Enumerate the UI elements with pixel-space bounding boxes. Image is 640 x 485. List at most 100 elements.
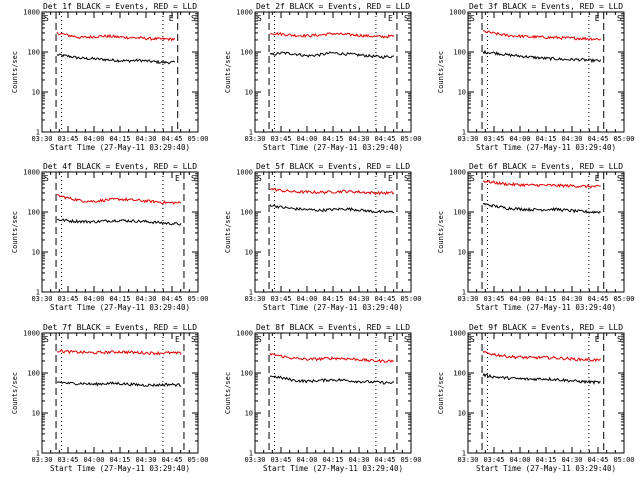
- lld-series-line: [269, 352, 395, 364]
- panel-title: Det 5f BLACK = Events, RED = LLD: [256, 162, 410, 171]
- x-tick-label: 03:45: [57, 295, 78, 303]
- x-tick-label: 04:00: [296, 295, 317, 303]
- x-tick-label: 03:45: [57, 135, 78, 143]
- x-tick-label: 04:00: [83, 295, 104, 303]
- x-tick-label: 04:00: [296, 135, 317, 143]
- panel-det-9: Det 9f BLACK = Events, RED = LLD 1 10 100 10…: [437, 323, 635, 473]
- x-tick-label: 04:30: [135, 135, 156, 143]
- y-tick-label: 10: [245, 89, 253, 97]
- panel-det-5: Det 5f BLACK = Events, RED = LLD 1 10 100 10…: [224, 162, 422, 312]
- marker-s-right: S: [191, 14, 196, 23]
- y-tick-label: 1: [249, 450, 253, 458]
- axes-frame: [467, 332, 625, 454]
- x-axis-label: Start Time (27-May-11 03:29:40): [476, 303, 616, 312]
- x-tick-label: 03:45: [483, 456, 504, 464]
- x-tick-label: 03:30: [457, 456, 478, 464]
- x-tick-label: 05:00: [400, 295, 421, 303]
- marker-s-left: S: [44, 335, 49, 344]
- x-tick-label: 05:00: [613, 456, 634, 464]
- marker-e: E: [175, 174, 180, 183]
- x-tick-label: 03:45: [270, 456, 291, 464]
- x-tick-label: 04:15: [322, 135, 343, 143]
- y-tick-label: 10: [245, 249, 253, 257]
- x-tick-label: 04:45: [374, 295, 395, 303]
- panel-title: Det 7f BLACK = Events, RED = LLD: [43, 323, 197, 332]
- lld-series-line: [56, 31, 176, 42]
- lld-series-line: [56, 349, 182, 356]
- x-axis-label: Start Time (27-May-11 03:29:40): [50, 143, 190, 152]
- marker-s-left: S: [257, 174, 262, 183]
- marker-s-left: S: [257, 335, 262, 344]
- x-tick-label: 04:30: [561, 135, 582, 143]
- y-tick-label: 1000: [236, 330, 253, 338]
- y-axis-label: Counts/sec: [11, 211, 19, 253]
- panel-title: Det 1f BLACK = Events, RED = LLD: [43, 2, 197, 11]
- lld-series-line: [269, 31, 395, 39]
- panel-det-1: Det 1f BLACK = Events, RED = LLD 1 10 100 10…: [11, 2, 209, 152]
- marker-s-right: S: [617, 14, 622, 23]
- x-tick-label: 04:30: [135, 456, 156, 464]
- y-axis-label: Counts/sec: [11, 51, 19, 93]
- y-tick-label: 100: [240, 49, 253, 57]
- y-tick-label: 1000: [236, 9, 253, 17]
- x-tick-label: 03:30: [457, 135, 478, 143]
- x-tick-label: 03:45: [270, 135, 291, 143]
- x-axis-label: Start Time (27-May-11 03:29:40): [476, 464, 616, 473]
- x-axis-label: Start Time (27-May-11 03:29:40): [263, 303, 403, 312]
- marker-e: E: [595, 174, 600, 183]
- x-tick-label: 04:45: [161, 456, 182, 464]
- lld-series-line: [483, 30, 602, 41]
- x-axis-label: Start Time (27-May-11 03:29:40): [50, 464, 190, 473]
- x-tick-label: 04:30: [135, 295, 156, 303]
- y-axis-label: Counts/sec: [224, 372, 232, 414]
- events-series-line: [269, 375, 395, 385]
- marker-s-left: S: [44, 174, 49, 183]
- marker-s-right: S: [617, 335, 622, 344]
- lld-series-line: [56, 193, 182, 205]
- x-tick-label: 04:15: [109, 135, 130, 143]
- axes-frame: [41, 11, 199, 133]
- y-tick-label: 100: [453, 49, 466, 57]
- x-axis-label: Start Time (27-May-11 03:29:40): [263, 464, 403, 473]
- events-series-line: [56, 53, 176, 65]
- x-tick-label: 05:00: [613, 295, 634, 303]
- marker-s-right: S: [191, 335, 196, 344]
- events-series-line: [56, 381, 182, 388]
- x-tick-label: 04:30: [561, 456, 582, 464]
- marker-s-left: S: [470, 335, 475, 344]
- y-tick-label: 1000: [449, 9, 466, 17]
- x-axis-label: Start Time (27-May-11 03:29:40): [263, 143, 403, 152]
- x-tick-label: 03:30: [31, 295, 52, 303]
- y-axis-label: Counts/sec: [224, 211, 232, 253]
- y-tick-label: 100: [240, 370, 253, 378]
- x-tick-label: 03:30: [244, 295, 265, 303]
- x-tick-label: 04:15: [322, 295, 343, 303]
- axes-frame: [41, 171, 199, 293]
- x-tick-label: 04:00: [83, 456, 104, 464]
- marker-s-left: S: [257, 14, 262, 23]
- panel-det-7: Det 7f BLACK = Events, RED = LLD 1 10 100 10…: [11, 323, 209, 473]
- y-tick-label: 100: [240, 209, 253, 217]
- x-tick-label: 04:45: [161, 295, 182, 303]
- y-tick-label: 1000: [23, 330, 40, 338]
- events-series-line: [269, 204, 395, 214]
- y-tick-label: 1000: [236, 169, 253, 177]
- x-tick-label: 04:45: [161, 135, 182, 143]
- marker-e: E: [388, 174, 393, 183]
- x-tick-label: 05:00: [187, 295, 208, 303]
- marker-s-left: S: [470, 14, 475, 23]
- marker-e: E: [595, 335, 600, 344]
- y-tick-label: 10: [458, 410, 466, 418]
- panel-det-4: Det 4f BLACK = Events, RED = LLD 1 10 100 10…: [11, 162, 209, 312]
- marker-s-right: S: [617, 174, 622, 183]
- y-tick-label: 10: [32, 410, 40, 418]
- x-tick-label: 04:15: [109, 295, 130, 303]
- axes-frame: [254, 11, 412, 133]
- x-tick-label: 05:00: [400, 456, 421, 464]
- y-tick-label: 1000: [23, 9, 40, 17]
- x-tick-label: 05:00: [613, 135, 634, 143]
- x-tick-label: 03:30: [31, 456, 52, 464]
- x-tick-label: 04:15: [322, 456, 343, 464]
- marker-e: E: [595, 14, 600, 23]
